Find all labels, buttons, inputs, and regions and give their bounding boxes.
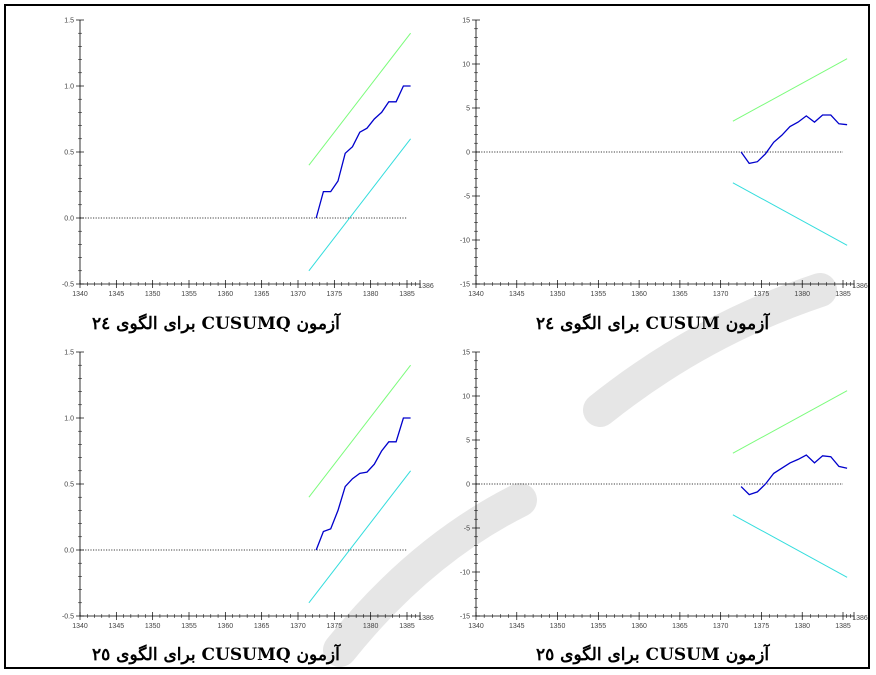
x-tick-label: 1386 [418, 615, 434, 622]
x-tick-label: 1345 [109, 291, 125, 298]
x-tick-label: 1386 [852, 283, 868, 290]
y-tick-label: -10 [460, 570, 470, 577]
chart-cusumq-24: -0.5 0.0 0.5 1.0 1.5 1340 1345 1350 1355 1360 1365… [62, 14, 434, 304]
y-tick-label: 1.5 [64, 350, 74, 357]
caption-cusum-25: آزمون CUSUM برای الگوی ٢٥ [536, 645, 770, 665]
x-tick-label: 1375 [327, 291, 343, 298]
x-tick-label: 1385 [835, 291, 851, 298]
x-tick-label: 1385 [399, 291, 415, 298]
x-tick-label: 1360 [631, 291, 647, 298]
x-tick-label: 1375 [754, 623, 770, 630]
x-tick-label: 1355 [181, 623, 197, 630]
upper-bound-line [732, 58, 848, 122]
y-tick-label: -5 [464, 526, 470, 533]
x-tick-label: 1380 [794, 291, 810, 298]
y-tick-label: 0.5 [64, 482, 74, 489]
cusum-statistic-line [315, 85, 411, 219]
y-tick-label: 15 [462, 350, 470, 357]
x-tick-label: 1360 [218, 623, 234, 630]
x-tick-label: 1340 [72, 623, 88, 630]
chart-cusumq-25: -0.5 0.0 0.5 1.0 1.5 1340 1345 1350 1355 1360 1365… [62, 346, 434, 636]
chart-cusumq-24-svg: -0.5 0.0 0.5 1.0 1.5 1340 1345 1350 1355 1360 1365… [62, 18, 434, 299]
lower-bound-line [308, 138, 411, 272]
upper-bound-line [308, 364, 411, 498]
x-tick-label: 1380 [794, 623, 810, 630]
x-tick-label: 1350 [550, 291, 566, 298]
y-tick-label: 0.0 [64, 548, 74, 555]
y-tick-label: 0 [466, 150, 470, 157]
chart-cusum-24: -15 -10 -5 0 5 10 15 1340 1345 1350 1355 1360 1365 13… [458, 14, 868, 304]
chart-cusum-25-svg: -15 -10 -5 0 5 10 15 1340 1345 1350 1355 1360 1365 13… [460, 350, 868, 631]
x-tick-label: 1340 [468, 623, 484, 630]
y-tick-label: 0.0 [64, 216, 74, 223]
x-tick-label: 1355 [591, 623, 607, 630]
y-tick-label: 1.0 [64, 84, 74, 91]
cusum-statistic-line [740, 114, 848, 165]
x-tick-label: 1370 [290, 291, 306, 298]
x-tick-label: 1360 [631, 623, 647, 630]
chart-cusumq-25-svg: -0.5 0.0 0.5 1.0 1.5 1340 1345 1350 1355 1360 1365… [62, 350, 434, 631]
y-tick-label: -10 [460, 238, 470, 245]
chart-cusum-25: -15 -10 -5 0 5 10 15 1340 1345 1350 1355 1360 1365 13… [458, 346, 868, 636]
x-tick-label: 1340 [72, 291, 88, 298]
x-tick-label: 1380 [363, 623, 379, 630]
caption-cusumq-24: آزمون CUSUMQ برای الگوی ٢٤ [92, 314, 340, 334]
x-tick-label: 1345 [509, 291, 525, 298]
y-tick-label: -15 [460, 614, 470, 621]
x-tick-label: 1375 [327, 623, 343, 630]
chart-cusum-24-svg: -15 -10 -5 0 5 10 15 1340 1345 1350 1355 1360 1365 13… [460, 18, 868, 299]
x-tick-label: 1340 [468, 291, 484, 298]
x-tick-label: 1360 [218, 291, 234, 298]
x-tick-label: 1345 [509, 623, 525, 630]
x-tick-label: 1365 [254, 623, 270, 630]
x-tick-label: 1386 [418, 283, 434, 290]
upper-bound-line [732, 390, 848, 454]
caption-cusum-24: آزمون CUSUM برای الگوی ٢٤ [536, 314, 770, 334]
x-tick-label: 1386 [852, 615, 868, 622]
x-tick-label: 1370 [290, 623, 306, 630]
x-tick-label: 1350 [145, 291, 161, 298]
y-tick-label: 1.0 [64, 416, 74, 423]
y-tick-label: -0.5 [62, 614, 74, 621]
x-tick-label: 1375 [754, 291, 770, 298]
y-tick-label: 15 [462, 18, 470, 25]
x-tick-label: 1350 [550, 623, 566, 630]
caption-cusumq-25: آزمون CUSUMQ برای الگوی ٢٥ [92, 645, 340, 665]
y-tick-label: 10 [462, 394, 470, 401]
x-tick-label: 1385 [835, 623, 851, 630]
x-tick-label: 1380 [363, 291, 379, 298]
y-tick-label: 0 [466, 482, 470, 489]
cusum-statistic-line [315, 417, 411, 551]
x-tick-label: 1355 [591, 291, 607, 298]
x-tick-label: 1365 [672, 291, 688, 298]
x-tick-label: 1365 [672, 623, 688, 630]
y-tick-label: -5 [464, 194, 470, 201]
y-tick-label: -0.5 [62, 282, 74, 289]
cusum-statistic-line [740, 454, 848, 496]
x-tick-label: 1370 [713, 291, 729, 298]
x-tick-label: 1370 [713, 623, 729, 630]
y-tick-label: 1.5 [64, 18, 74, 25]
y-tick-label: 5 [466, 438, 470, 445]
upper-bound-line [308, 32, 411, 166]
x-tick-label: 1355 [181, 291, 197, 298]
x-tick-label: 1385 [399, 623, 415, 630]
y-tick-label: 10 [462, 62, 470, 69]
y-tick-label: -15 [460, 282, 470, 289]
lower-bound-line [732, 514, 848, 578]
y-tick-label: 0.5 [64, 150, 74, 157]
x-tick-label: 1365 [254, 291, 270, 298]
x-tick-label: 1350 [145, 623, 161, 630]
x-tick-label: 1345 [109, 623, 125, 630]
lower-bound-line [732, 182, 848, 246]
y-tick-label: 5 [466, 106, 470, 113]
lower-bound-line [308, 470, 411, 604]
